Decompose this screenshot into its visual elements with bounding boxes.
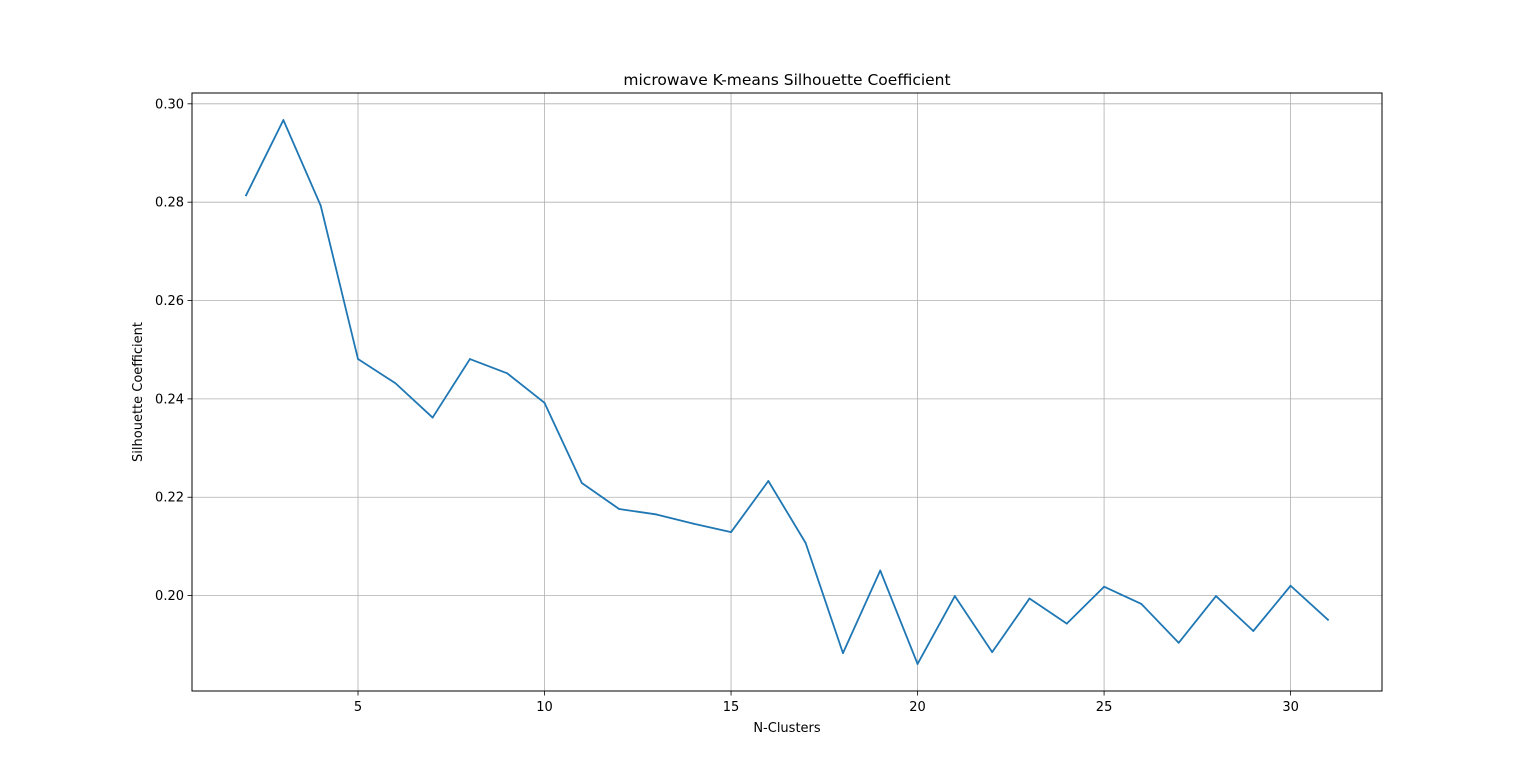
data-point	[1140, 603, 1143, 605]
data-point	[1252, 630, 1255, 632]
data-point	[730, 531, 732, 534]
data-point	[543, 401, 546, 404]
data-point	[506, 372, 509, 375]
plot-frame	[191, 92, 1383, 692]
data-point	[879, 569, 882, 572]
data-point	[767, 480, 770, 482]
y-tick-label: 0.26	[155, 294, 184, 309]
series-line	[244, 119, 1330, 665]
data-point	[245, 194, 247, 197]
y-tick-label: 0.20	[155, 589, 184, 604]
data-point	[842, 652, 844, 655]
y-axis-label: Silhouette Coefficient	[131, 322, 146, 462]
data-point	[804, 542, 807, 544]
data-point	[319, 204, 322, 207]
data-point	[916, 663, 919, 665]
data-point	[394, 382, 397, 385]
x-tick-label: 15	[723, 700, 740, 715]
data-point	[953, 595, 956, 597]
data-point	[431, 416, 434, 419]
data-point	[357, 358, 359, 360]
data-point	[692, 522, 695, 525]
x-tick-label: 30	[1282, 700, 1299, 715]
chart-title: microwave K-means Silhouette Coefficient	[623, 71, 950, 89]
data-point	[655, 513, 658, 516]
data-point	[991, 651, 994, 654]
data-point	[580, 482, 583, 484]
data-point	[282, 119, 285, 121]
data-point	[469, 358, 471, 360]
x-axis-label: N-Clusters	[753, 721, 821, 736]
x-tick-label: 20	[909, 700, 926, 715]
axis-ticks: 5 10 15 20 25 30 0.20 0.22 0.24 0.26 0.28 0.30	[155, 97, 1299, 715]
grid-lines	[192, 93, 1382, 691]
data-point	[1327, 618, 1329, 621]
y-tick-label: 0.30	[155, 97, 184, 112]
y-tick-label: 0.28	[155, 196, 184, 211]
data-point	[1065, 622, 1068, 625]
data-point	[1028, 597, 1031, 600]
data-point	[1103, 585, 1105, 588]
x-tick-label: 10	[536, 700, 553, 715]
x-tick-label: 25	[1096, 700, 1113, 715]
data-point	[1177, 641, 1180, 644]
data-point	[1289, 584, 1292, 587]
data-point	[1215, 595, 1217, 597]
y-tick-label: 0.22	[155, 491, 184, 506]
data-point	[618, 508, 621, 510]
y-tick-label: 0.24	[155, 392, 184, 407]
x-tick-label: 5	[354, 700, 362, 715]
data-series	[244, 119, 1330, 665]
